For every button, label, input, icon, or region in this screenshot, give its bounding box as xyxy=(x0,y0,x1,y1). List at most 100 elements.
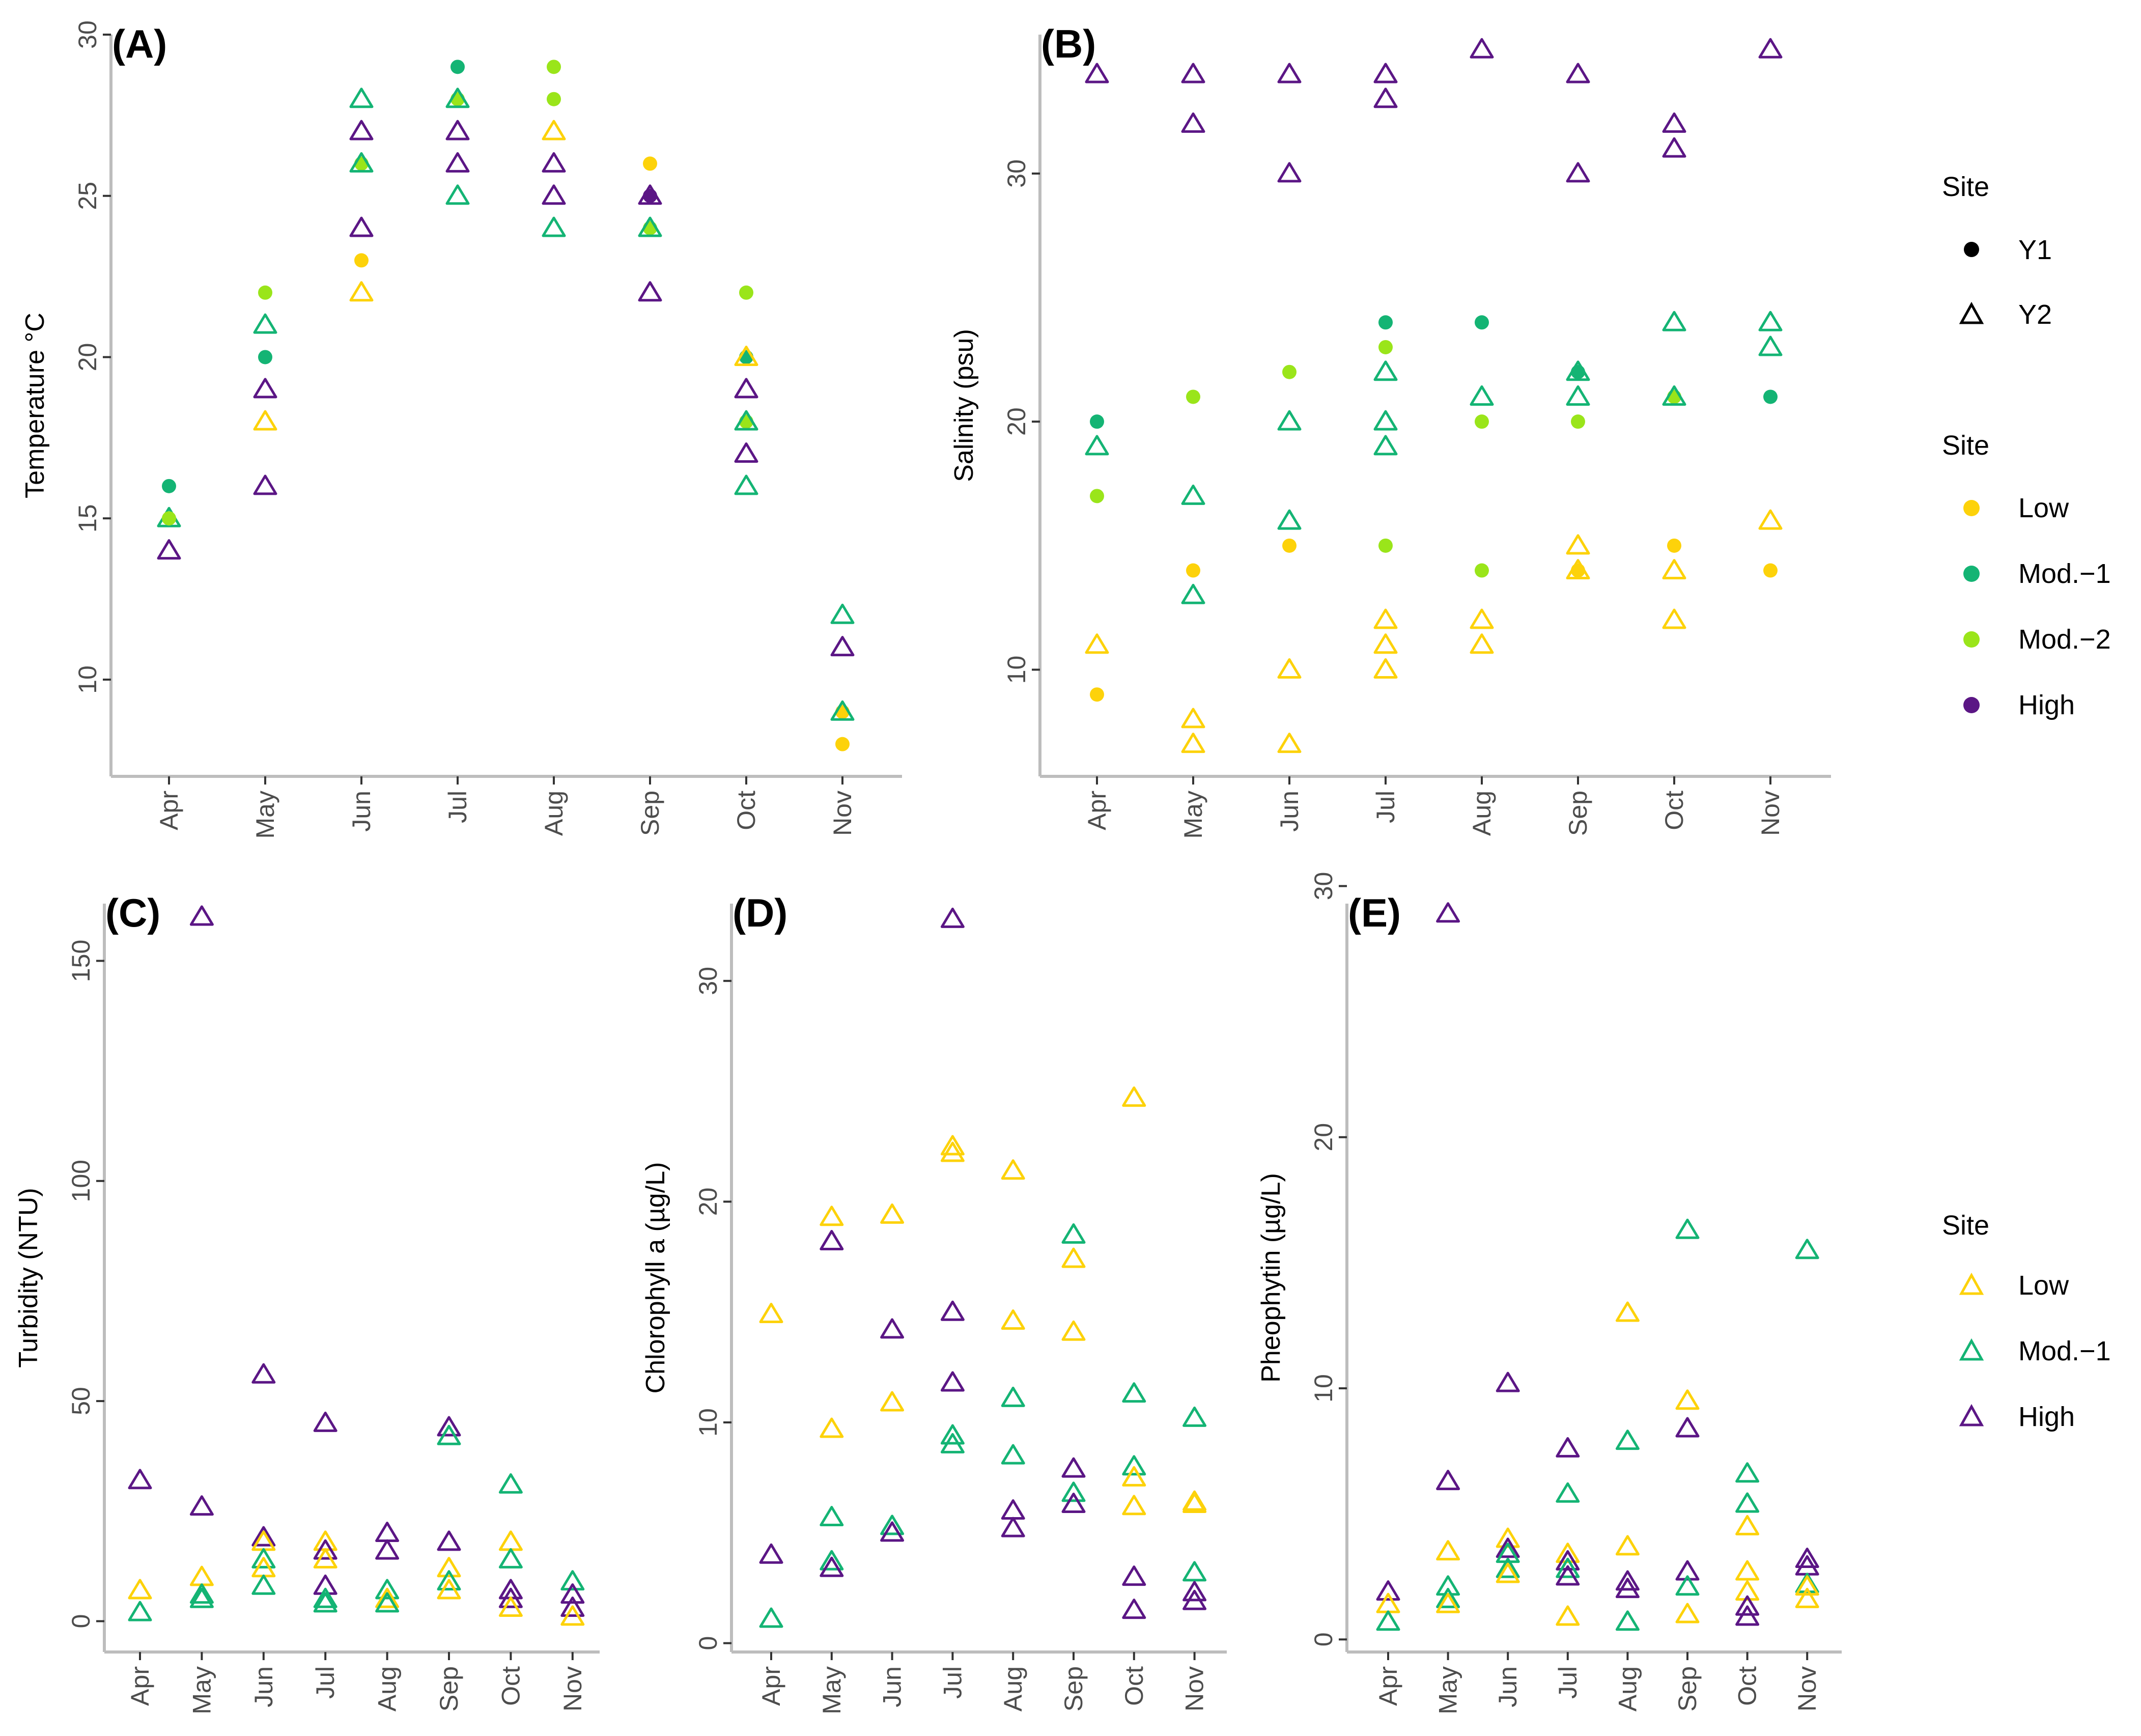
x-tick-label: Jun xyxy=(1275,791,1304,832)
point-y2-high xyxy=(1061,1492,1086,1513)
legend-color-key-high xyxy=(1963,697,1980,713)
point-y2-high xyxy=(1181,112,1205,133)
y-tick-label: 0 xyxy=(67,1614,95,1629)
point-y2-high xyxy=(1061,1457,1086,1478)
point-y2-low xyxy=(940,1141,965,1162)
point-y2-high xyxy=(313,1411,337,1432)
point-y2-high xyxy=(1182,1581,1207,1602)
panel-letter: (C) xyxy=(105,890,160,935)
point-y2-low xyxy=(880,1391,905,1412)
point-y1-low xyxy=(1282,538,1297,553)
point-y2-low xyxy=(542,120,566,141)
point-y2-mod1 xyxy=(1566,360,1590,381)
x-tick-label: Jul xyxy=(938,1666,967,1699)
y-tick-label: 20 xyxy=(1309,1123,1338,1152)
legend-color-label-mod1: Mod.−1 xyxy=(2018,558,2111,589)
panel-letter: (D) xyxy=(733,890,787,935)
point-y1-mod2 xyxy=(258,285,272,300)
x-tick-label: Apr xyxy=(1083,791,1111,830)
point-y2-mod1 xyxy=(820,1550,844,1571)
point-y2-mod1 xyxy=(1122,1455,1146,1476)
point-y2-low xyxy=(820,1417,844,1438)
point-y1-low xyxy=(835,737,850,751)
point-y2-high xyxy=(830,636,855,657)
point-y1-mod2 xyxy=(739,285,753,300)
point-y2-mod1 xyxy=(253,313,277,334)
point-y2-low xyxy=(1675,1603,1700,1623)
legend-color-key-mod2 xyxy=(1963,631,1980,648)
point-y2-low xyxy=(1061,1320,1086,1341)
legend-circle-key xyxy=(1964,242,1979,257)
point-y2-low xyxy=(1615,1535,1640,1556)
point-y2-low xyxy=(1566,559,1590,580)
point-y2-high xyxy=(1662,137,1686,158)
point-y2-mod1 xyxy=(1061,1223,1086,1244)
x-tick-label: May xyxy=(1434,1666,1462,1714)
point-y2-high xyxy=(445,152,470,173)
point-y2-mod1 xyxy=(1758,311,1783,331)
point-y2-high xyxy=(349,120,374,141)
point-y2-mod1 xyxy=(313,1587,337,1608)
point-y2-high xyxy=(820,1556,844,1577)
point-y2-mod1 xyxy=(830,700,855,721)
x-tick-label: Nov xyxy=(1756,791,1785,836)
point-y2-high xyxy=(313,1539,337,1560)
panel-b: 10 20 30 Apr May Jun Jul Aug Sep Oct Nov Salinity (… xyxy=(949,21,1831,838)
point-y2-mod1 xyxy=(1496,1557,1520,1578)
legend-bottom-key-high xyxy=(1959,1404,1984,1426)
point-y2-mod1 xyxy=(437,1570,461,1591)
point-y2-mod1 xyxy=(251,1548,276,1569)
point-y2-high xyxy=(157,539,181,560)
y-tick-label: 50 xyxy=(67,1387,95,1415)
x-tick-label: Apr xyxy=(757,1666,785,1706)
point-y2-low xyxy=(498,1530,523,1551)
point-y2-mod1 xyxy=(349,152,374,173)
point-y2-high xyxy=(1566,162,1590,183)
point-y2-mod1 xyxy=(542,216,566,237)
point-y2-low xyxy=(1061,1247,1086,1268)
legend-color-label-mod2: Mod.−2 xyxy=(2018,624,2111,655)
point-y2-high xyxy=(1662,112,1686,133)
point-y2-mod1 xyxy=(1001,1444,1025,1465)
x-tick-label: Sep xyxy=(1673,1666,1702,1712)
panel-e: 0 10 20 30 Apr May Jun Jul Aug Sep Oct Nov Pheophyti… xyxy=(1256,872,1842,1714)
x-tick-label: Nov xyxy=(828,791,857,836)
point-y1-mod1 xyxy=(1475,315,1489,330)
y-axis-title: Pheophytin (µg/L) xyxy=(1256,1173,1286,1383)
point-y2-mod1 xyxy=(1615,1610,1640,1631)
point-y2-mod1 xyxy=(1758,335,1783,356)
point-y2-high xyxy=(1758,38,1783,59)
point-y2-mod1 xyxy=(128,1601,152,1621)
x-tick-label: Sep xyxy=(1059,1666,1088,1712)
legend-color-title: Site xyxy=(1942,430,1989,461)
point-y2-high xyxy=(734,378,758,399)
legend-bottom-label-high: High xyxy=(2018,1402,2075,1432)
y-tick-label: 30 xyxy=(1002,159,1031,188)
point-y1-low xyxy=(1667,538,1681,553)
point-y2-high xyxy=(560,1583,585,1604)
point-y2-mod1 xyxy=(1566,385,1590,406)
point-y2-mod1 xyxy=(189,1587,214,1608)
point-y1-mod2 xyxy=(547,92,561,106)
point-y2-mod1 xyxy=(1001,1386,1025,1407)
legend-shape-title: Site xyxy=(1942,172,1989,202)
point-y2-low xyxy=(349,281,374,302)
point-y2-mod1 xyxy=(1615,1430,1640,1450)
x-tick-label: Jun xyxy=(347,791,376,832)
point-y2-mod1 xyxy=(189,1583,214,1604)
point-y2-high xyxy=(1085,63,1109,83)
x-tick-label: Jun xyxy=(1494,1666,1522,1707)
x-tick-label: May xyxy=(818,1666,846,1714)
point-y2-high xyxy=(1556,1550,1580,1571)
legend-shape-label-y1: Y1 xyxy=(2018,235,2052,265)
point-y2-high xyxy=(1277,162,1302,183)
y-tick-label: 150 xyxy=(67,940,95,982)
y-tick-label: 10 xyxy=(1002,656,1031,684)
point-y2-mod1 xyxy=(1735,1492,1760,1513)
panel-letter: (A) xyxy=(112,21,167,66)
point-y2-mod1 xyxy=(880,1515,905,1535)
point-y1-mod1 xyxy=(1763,389,1778,404)
point-y2-low xyxy=(820,1206,844,1226)
y-tick-label: 20 xyxy=(73,343,102,372)
